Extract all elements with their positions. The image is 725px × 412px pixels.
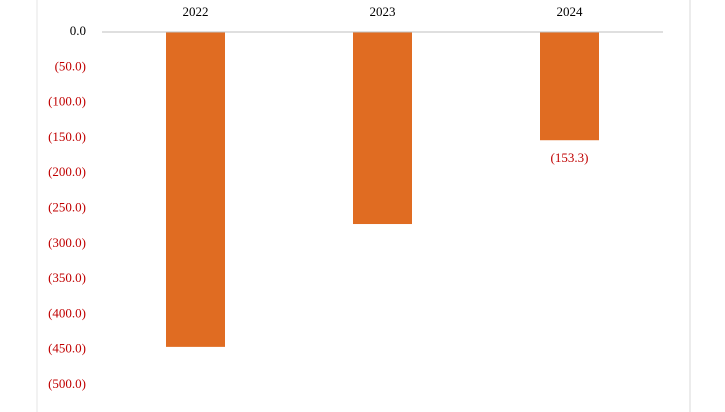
x-tick-label: 2024 xyxy=(557,4,584,19)
y-tick-label: (50.0) xyxy=(55,58,86,73)
y-tick-label: (450.0) xyxy=(48,341,86,356)
y-tick-label: (150.0) xyxy=(48,129,86,144)
y-tick-label: (100.0) xyxy=(48,94,86,109)
bar xyxy=(353,32,412,225)
x-tick-label: 2022 xyxy=(183,4,209,19)
y-tick-label: (300.0) xyxy=(48,235,86,250)
y-tick-label: 0.0 xyxy=(70,23,86,38)
data-label: (153.3) xyxy=(551,150,589,165)
y-tick-label: (400.0) xyxy=(48,305,86,320)
bar xyxy=(166,32,225,347)
y-tick-label: (200.0) xyxy=(48,164,86,179)
y-tick-label: (250.0) xyxy=(48,199,86,214)
x-tick-label: 2023 xyxy=(370,4,396,19)
y-tick-label: (350.0) xyxy=(48,270,86,285)
bar xyxy=(540,32,599,141)
y-tick-label: (500.0) xyxy=(48,376,86,391)
